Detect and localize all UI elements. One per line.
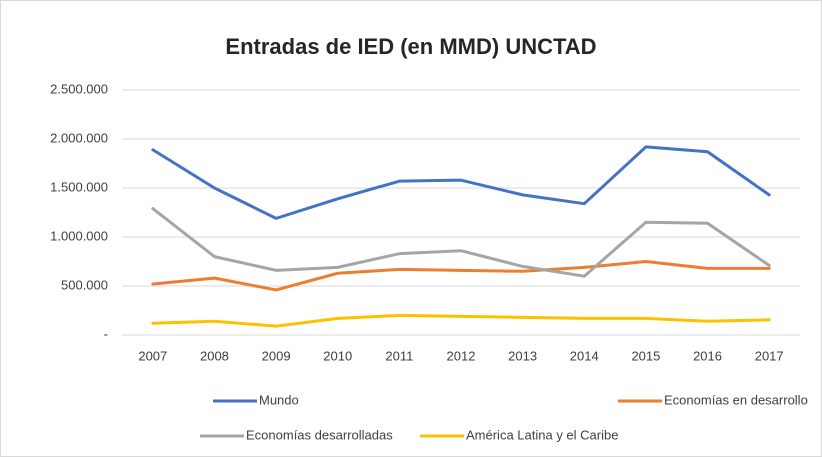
- legend-label: Economías desarrolladas: [246, 427, 393, 442]
- x-tick-label: 2013: [508, 348, 537, 363]
- y-tick-label: 500.000: [61, 277, 108, 292]
- legend-label: América Latina y el Caribe: [466, 427, 618, 442]
- x-tick-label: 2010: [323, 348, 352, 363]
- x-tick-label: 2008: [200, 348, 229, 363]
- x-tick-label: 2017: [755, 348, 784, 363]
- x-tick-label: 2007: [138, 348, 167, 363]
- x-tick-label: 2012: [447, 348, 476, 363]
- line-series: [151, 313, 771, 328]
- legend-label: Mundo: [259, 392, 299, 407]
- x-tick-label: 2009: [262, 348, 291, 363]
- chart-title: Entradas de IED (en MMD) UNCTAD: [225, 34, 596, 59]
- y-tick-label: 1.500.000: [50, 179, 108, 194]
- legend-label: Economías en desarrollo: [664, 392, 808, 407]
- y-tick-label: 2.000.000: [50, 130, 108, 145]
- line-series: [151, 260, 771, 292]
- x-tick-label: 2014: [570, 348, 599, 363]
- line-series: [151, 207, 771, 278]
- y-tick-label: 2.500.000: [50, 81, 108, 96]
- x-tick-label: 2011: [385, 348, 413, 363]
- line-series: [151, 145, 771, 220]
- y-tick-label: -: [104, 326, 108, 341]
- x-tick-label: 2015: [631, 348, 660, 363]
- y-tick-label: 1.000.000: [50, 228, 108, 243]
- x-tick-label: 2016: [693, 348, 722, 363]
